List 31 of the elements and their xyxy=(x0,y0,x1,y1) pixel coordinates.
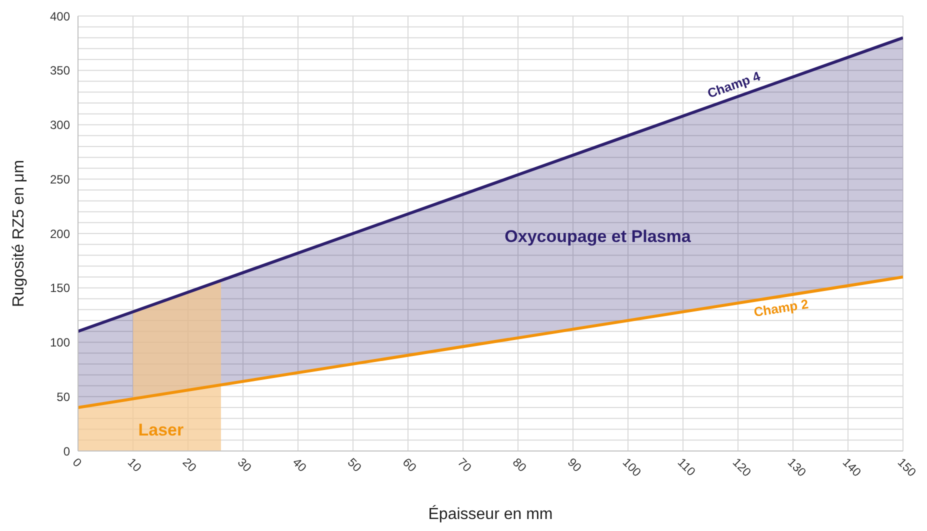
y-axis-title: Rugosité RZ5 en μm xyxy=(10,160,28,308)
y-tick-label: 300 xyxy=(50,118,70,132)
x-tick-label: 50 xyxy=(344,455,364,475)
x-tick-label: 10 xyxy=(124,455,144,475)
y-tick-label: 100 xyxy=(50,336,70,350)
x-tick-label: 30 xyxy=(234,455,254,475)
text: Champ 2 xyxy=(752,296,810,320)
y-tick-label: 200 xyxy=(50,226,70,241)
y-tick-label: 400 xyxy=(50,9,70,24)
x-tick-label: 80 xyxy=(510,455,530,475)
annotation: Oxycoupage et Plasma xyxy=(504,226,692,246)
y-tick-label: 350 xyxy=(50,64,70,78)
y-tick-label: 50 xyxy=(56,390,70,404)
x-tick-label: 120 xyxy=(730,455,754,480)
x-tick-label: 90 xyxy=(564,455,584,475)
y-tick-label: 250 xyxy=(50,172,70,186)
x-tick-label: 20 xyxy=(180,455,200,475)
x-tick-label: 0 xyxy=(70,455,85,470)
x-tick-label: 40 xyxy=(290,455,310,475)
series-label: Laser xyxy=(138,420,184,440)
y-tick-label: 0 xyxy=(63,444,70,458)
x-tick-label: 70 xyxy=(454,455,474,475)
x-tick-label: 140 xyxy=(840,455,864,480)
x-tick-label: 60 xyxy=(400,455,420,475)
x-tick-label: 150 xyxy=(894,455,920,480)
x-tick-label: 110 xyxy=(674,455,699,479)
x-tick-label: 130 xyxy=(784,455,810,480)
text: Champ 4 xyxy=(705,68,763,101)
x-tick-label: 100 xyxy=(620,455,644,480)
x-axis-title: Épaisseur en mm xyxy=(428,505,553,523)
y-tick-label: 150 xyxy=(50,281,70,296)
